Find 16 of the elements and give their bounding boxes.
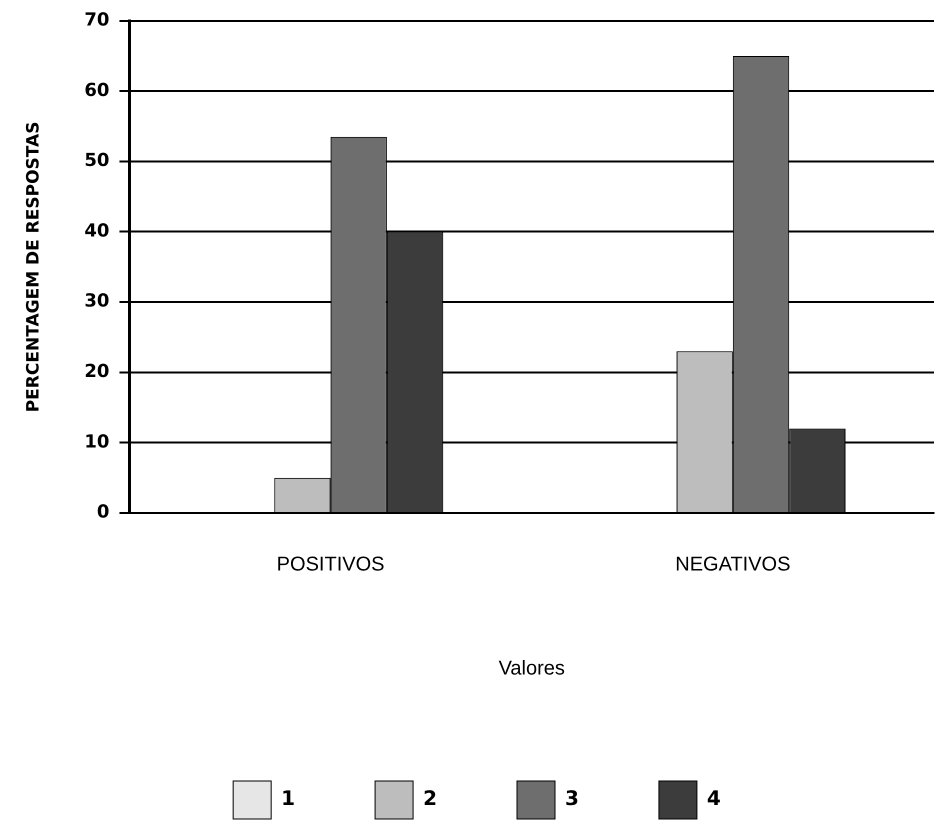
x-tick-label: POSITIVOS: [276, 554, 384, 576]
y-tick-label: 30: [84, 290, 110, 312]
legend-label: 2: [423, 786, 438, 810]
y-tick-label: 50: [84, 150, 110, 172]
x-axis-title: Valores: [498, 658, 565, 680]
y-tick-label: 60: [84, 80, 110, 101]
legend-label: 1: [281, 786, 296, 810]
y-tick-label: 70: [84, 9, 110, 30]
legend-label: 3: [565, 786, 579, 810]
y-tick-label: 0: [96, 502, 110, 523]
y-axis-title: PERCENTAGEM DE RESPOSTAS: [24, 122, 44, 412]
y-tick-label: 20: [84, 361, 110, 382]
y-tick-label: 40: [84, 220, 110, 242]
legend-label: 4: [706, 786, 721, 810]
y-tick-label: 10: [84, 431, 110, 452]
x-tick-label: NEGATIVOS: [675, 554, 790, 576]
